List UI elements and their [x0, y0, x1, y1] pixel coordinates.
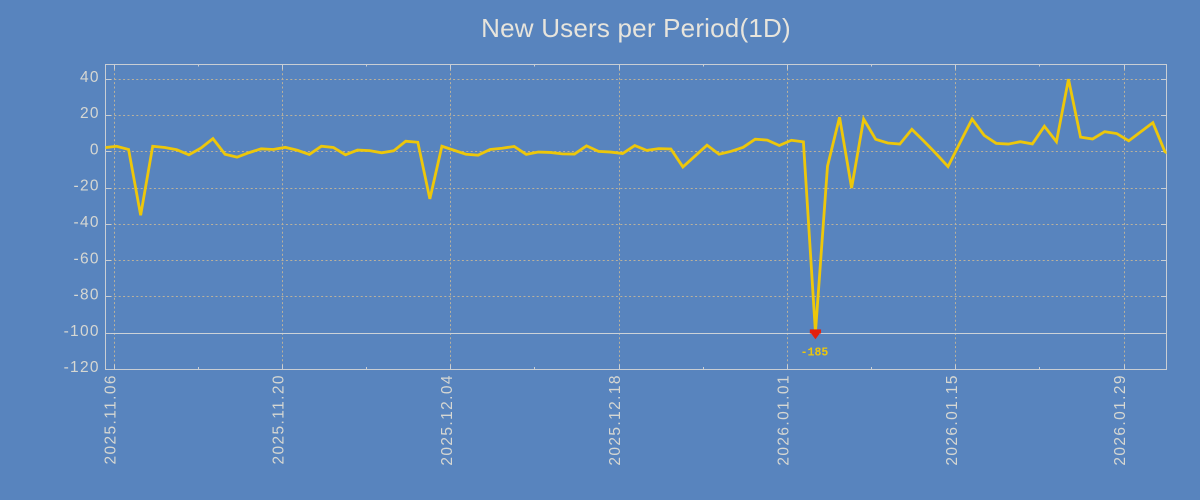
svg-text:-100: -100	[64, 323, 100, 340]
svg-text:-20: -20	[73, 178, 99, 195]
svg-text:-185: -185	[801, 346, 829, 359]
svg-text:0: 0	[90, 141, 100, 158]
svg-text:-80: -80	[73, 287, 99, 304]
svg-text:2026.01.29: 2026.01.29	[1112, 374, 1129, 466]
svg-text:2026.01.01: 2026.01.01	[776, 374, 793, 466]
svg-text:-120: -120	[64, 359, 100, 376]
svg-text:2025.11.20: 2025.11.20	[271, 374, 288, 464]
svg-text:2025.11.06: 2025.11.06	[102, 374, 119, 464]
svg-text:40: 40	[80, 69, 100, 86]
svg-text:2026.01.15: 2026.01.15	[944, 374, 961, 466]
svg-text:-40: -40	[73, 214, 99, 231]
svg-text:2025.12.04: 2025.12.04	[439, 374, 456, 466]
svg-text:2025.12.18: 2025.12.18	[607, 374, 624, 466]
svg-text:-60: -60	[73, 250, 99, 267]
svg-text:New Users per Period(1D): New Users per Period(1D)	[481, 13, 791, 43]
svg-text:20: 20	[80, 105, 100, 122]
